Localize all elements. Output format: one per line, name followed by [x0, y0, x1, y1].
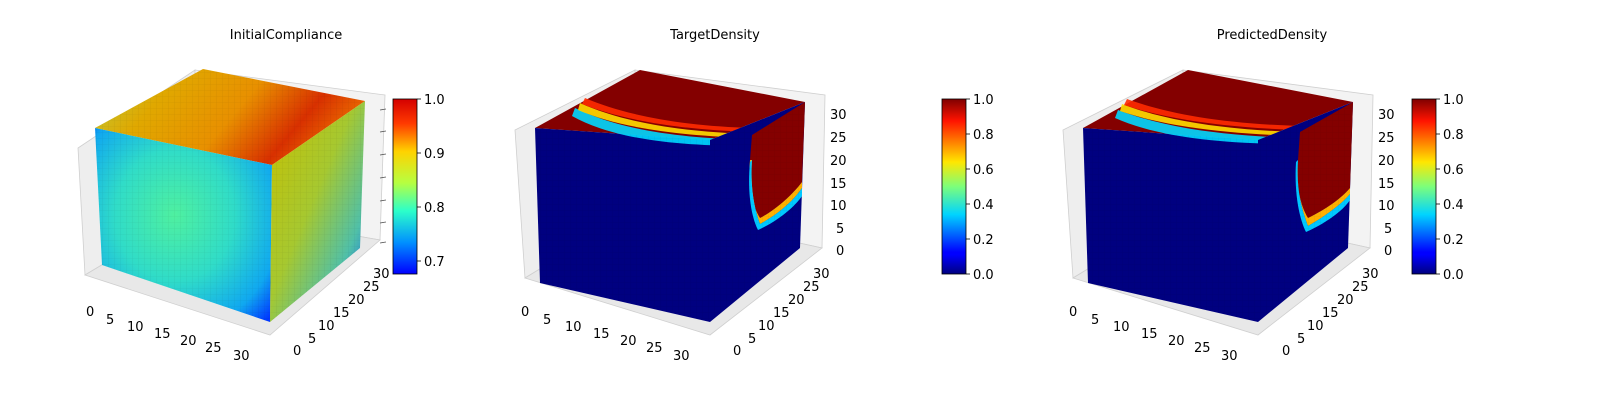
x-tick: 10: [1113, 320, 1130, 335]
y-tick: 0: [293, 344, 301, 359]
y-tick: 10: [1307, 319, 1324, 334]
x-tick: 30: [673, 349, 690, 364]
colorbar: [1412, 99, 1436, 274]
z-axis-ticks: 0 5 10 15 20 25 30: [830, 108, 847, 259]
y-tick: 5: [308, 332, 316, 347]
colorbar: [942, 99, 966, 274]
x-tick: 0: [86, 305, 94, 320]
chart-title: PredictedDensity: [1217, 28, 1328, 43]
y-tick: 10: [318, 319, 335, 334]
y-tick: 25: [1352, 280, 1369, 295]
chart-title: InitialCompliance: [230, 28, 343, 43]
y-tick: 10: [758, 319, 775, 334]
voxel-grid-overlay: [535, 128, 710, 322]
y-tick: 20: [348, 293, 365, 308]
z-tick: 20: [1378, 154, 1395, 169]
z-tick: 0: [1384, 244, 1392, 259]
x-tick: 10: [127, 320, 144, 335]
x-tick: 25: [1194, 341, 1211, 356]
x-tick: 25: [646, 341, 663, 356]
z-tick: 30: [830, 108, 847, 123]
panel-predicted-density: PredictedDensity 0 5 10 15 20 25 30 0 5 …: [1063, 28, 1464, 364]
colorbar-tick-label: 0.2: [973, 233, 994, 248]
colorbar-tick-label: 1.0: [1443, 93, 1464, 108]
y-tick: 30: [813, 267, 830, 282]
colorbar-tick-label: 0.6: [973, 163, 994, 178]
x-tick: 25: [205, 341, 222, 356]
colorbar-tick-label: 0.4: [1443, 198, 1464, 213]
z-tick: 25: [830, 131, 847, 146]
y-tick: 30: [373, 267, 390, 282]
y-tick: 15: [773, 306, 790, 321]
z-tick: 0: [836, 244, 844, 259]
x-tick: 15: [593, 327, 610, 342]
colorbar: [393, 99, 417, 274]
chart-title: TargetDensity: [669, 28, 760, 43]
x-tick: 10: [565, 320, 582, 335]
colorbar-tick-label: 1.0: [973, 93, 994, 108]
colorbar-tick-label: 0.0: [1443, 268, 1464, 283]
x-tick: 5: [106, 313, 114, 328]
y-tick: 25: [803, 280, 820, 295]
panel-target-density: TargetDensity 0 5 10 15 20 25 30 0 5: [515, 28, 994, 364]
voxel-grid-overlay: [1083, 128, 1258, 322]
y-tick: 5: [1297, 332, 1305, 347]
x-tick: 0: [521, 305, 529, 320]
colorbar-ticks: 0.7 0.8 0.9 1.0: [417, 93, 445, 270]
y-tick: 15: [1322, 306, 1339, 321]
z-axis-ticks: 0 5 10 15 20 25 30: [1378, 108, 1395, 259]
colorbar-tick-label: 0.7: [424, 255, 445, 270]
colorbar-tick-label: 0.6: [1443, 163, 1464, 178]
y-tick: 5: [748, 332, 756, 347]
x-tick: 20: [1168, 334, 1185, 349]
x-tick: 30: [233, 349, 250, 364]
z-tick: 25: [1378, 131, 1395, 146]
colorbar-tick-label: 0.2: [1443, 233, 1464, 248]
x-tick: 30: [1221, 349, 1238, 364]
colorbar-tick-label: 0.8: [973, 128, 994, 143]
y-tick: 0: [1282, 344, 1290, 359]
z-tick: 5: [1384, 222, 1392, 237]
x-tick: 20: [180, 334, 197, 349]
colorbar-tick-label: 0.0: [973, 268, 994, 283]
y-tick: 20: [788, 293, 805, 308]
colorbar-tick-label: 0.4: [973, 198, 994, 213]
x-tick: 5: [1091, 313, 1099, 328]
z-tick: 5: [836, 222, 844, 237]
z-tick: 15: [1378, 177, 1395, 192]
z-tick: 10: [830, 199, 847, 214]
panel-initial-compliance: InitialCompliance 0 5 10 15 20 25 30 0 5…: [78, 28, 445, 364]
x-tick: 15: [154, 327, 171, 342]
z-tick: 15: [830, 177, 847, 192]
y-tick: 15: [333, 306, 350, 321]
x-tick: 5: [543, 313, 551, 328]
y-tick: 30: [1362, 267, 1379, 282]
z-tick: 30: [1378, 108, 1395, 123]
z-tick: 20: [830, 154, 847, 169]
x-tick: 20: [620, 334, 637, 349]
z-tick: 10: [1378, 199, 1395, 214]
colorbar-tick-label: 1.0: [424, 93, 445, 108]
colorbar-tick-label: 0.9: [424, 147, 445, 162]
colorbar-ticks: 0.0 0.2 0.4 0.6 0.8 1.0: [966, 93, 994, 283]
x-tick: 15: [1141, 327, 1158, 342]
y-tick: 0: [733, 344, 741, 359]
colorbar-tick-label: 0.8: [1443, 128, 1464, 143]
colorbar-ticks: 0.0 0.2 0.4 0.6 0.8 1.0: [1436, 93, 1464, 283]
x-tick: 0: [1069, 305, 1077, 320]
y-tick: 25: [363, 280, 380, 295]
colorbar-tick-label: 0.8: [424, 201, 445, 216]
y-tick: 20: [1337, 293, 1354, 308]
